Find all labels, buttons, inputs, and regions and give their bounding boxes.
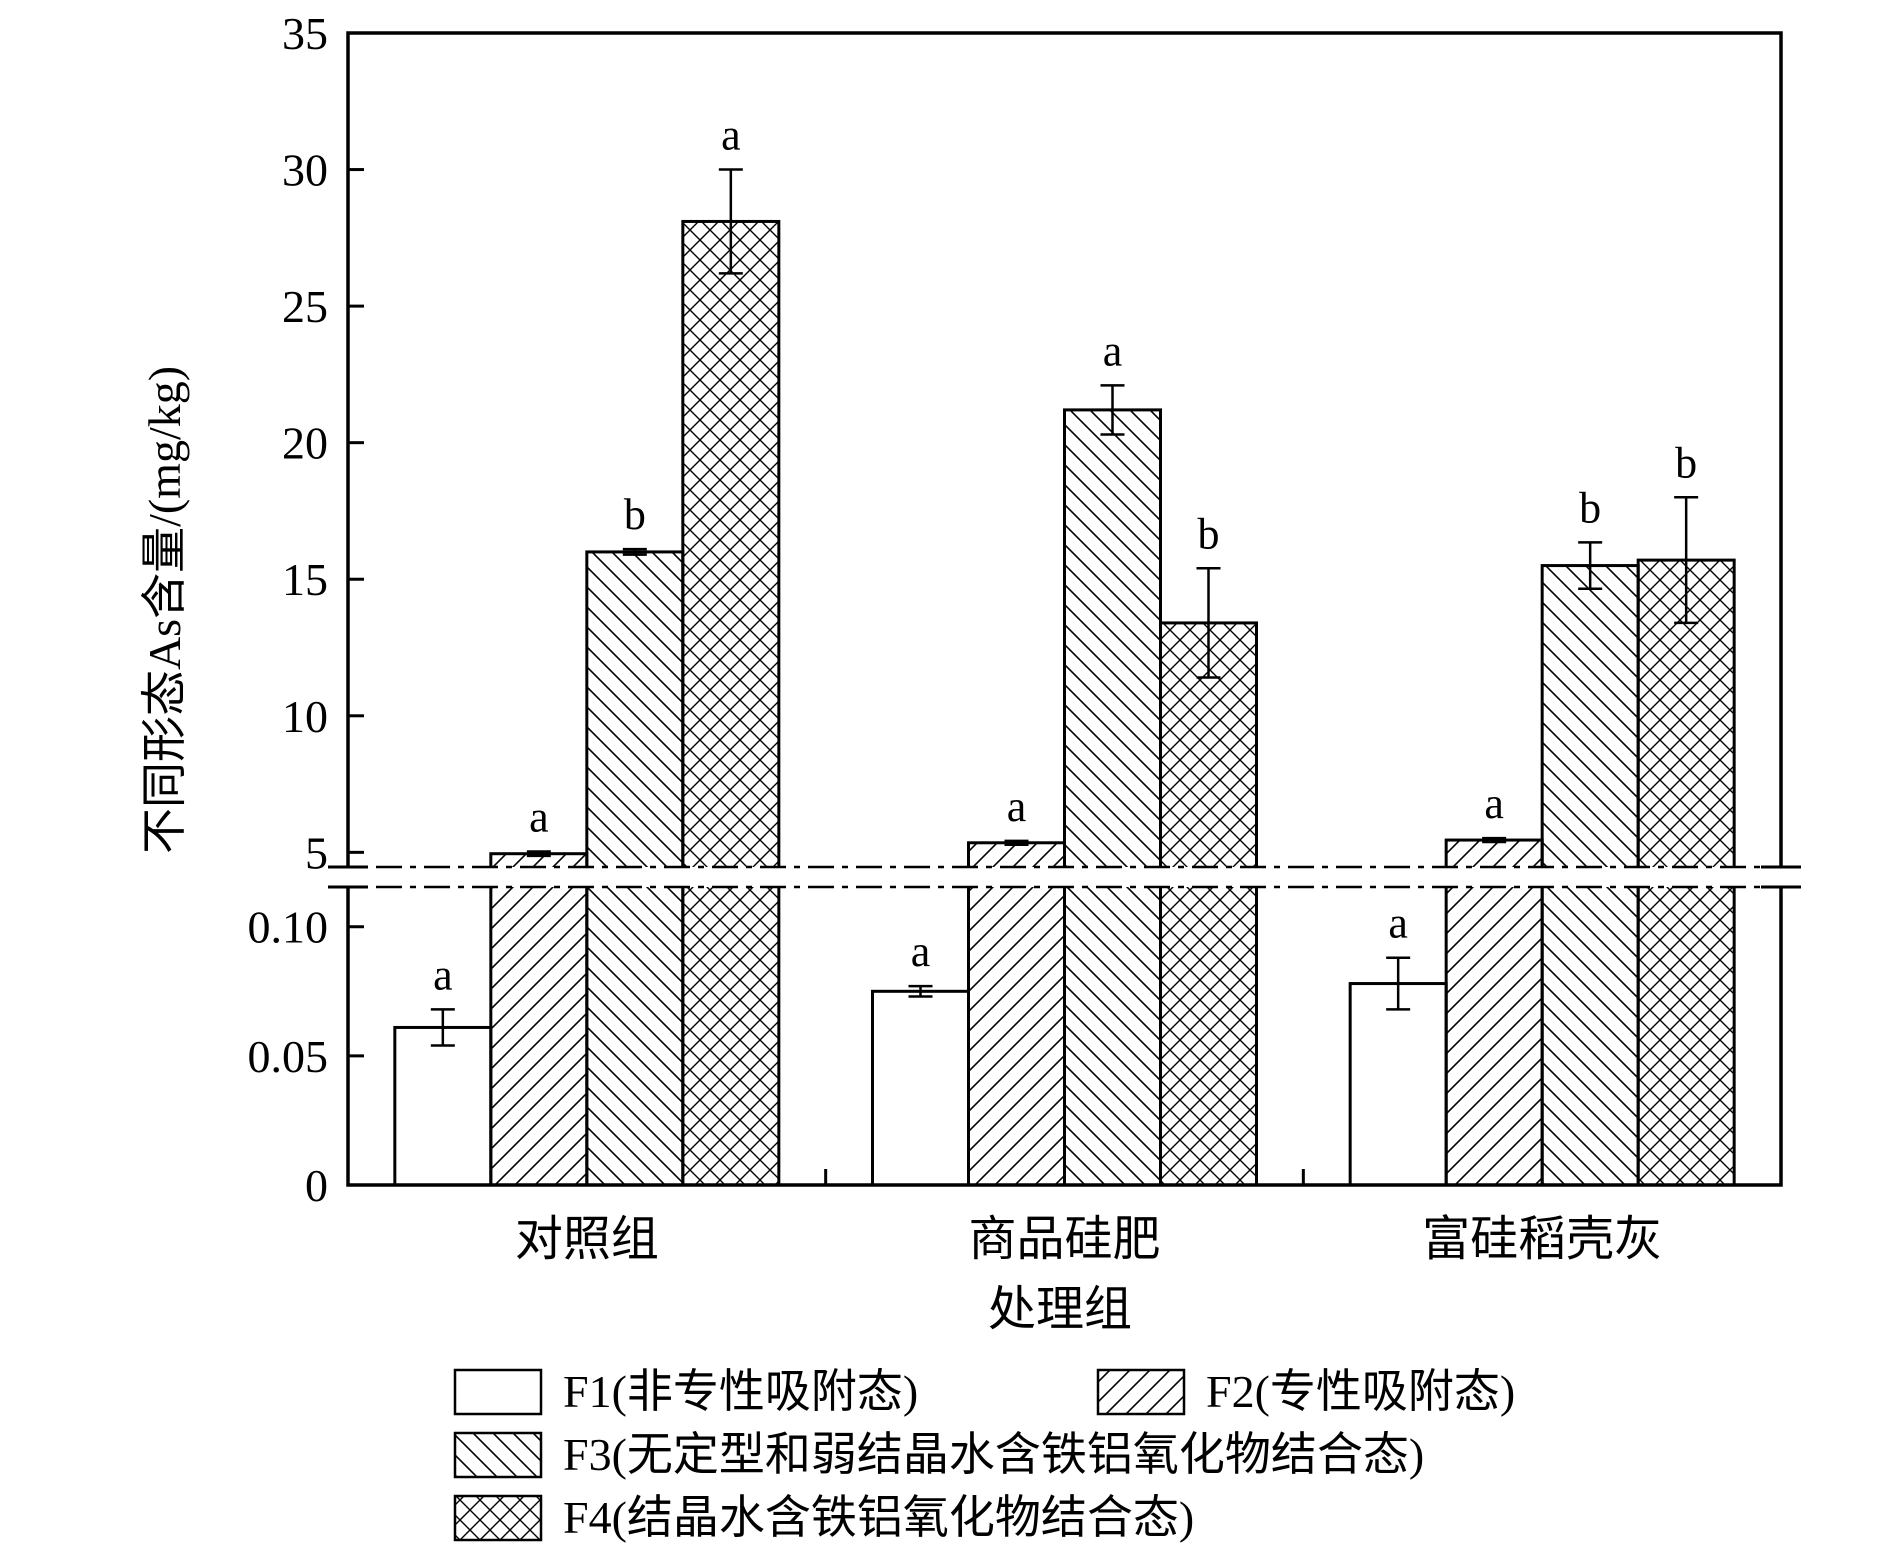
significance-letter: b	[1675, 438, 1697, 487]
bar	[1159, 621, 1258, 1187]
significance-letter: a	[1103, 326, 1123, 375]
legend-swatch	[453, 1494, 543, 1542]
significance-letter: a	[721, 111, 741, 160]
y-tick-label: 0.05	[248, 1031, 329, 1082]
bar	[1063, 408, 1162, 1187]
legend-label: F3(无定型和弱结晶水含铁铝氧化物结合态)	[563, 1429, 1424, 1480]
x-tick-label: 商品硅肥	[968, 1213, 1160, 1266]
significance-letter: a	[1484, 779, 1504, 828]
bar	[1444, 838, 1544, 1187]
y-tick-label: 35	[282, 8, 328, 59]
axes-layer: 0 0.05 0.10 5 10 15 20 25 30 35 对照组 商品硅肥 富硅稻壳灰	[248, 8, 1783, 1266]
significance-letter: a	[529, 793, 549, 842]
legend-swatch	[453, 1431, 543, 1479]
legend-swatch	[1096, 1368, 1186, 1416]
y-tick-label: 5	[305, 827, 328, 878]
legend-swatch	[453, 1368, 543, 1416]
bar	[489, 852, 589, 1187]
plot-frame	[346, 31, 1783, 1187]
legend: F1(非专性吸附态) F2(专性吸附态) F3(无定型和弱结晶水含铁铝氧化物结合态)…	[453, 1366, 1515, 1543]
break-gap	[328, 867, 1801, 887]
bars-layer: a a a a a a b a b a b b	[393, 111, 1736, 1187]
significance-letter: b	[1198, 509, 1220, 558]
legend-label: F1(非专性吸附态)	[563, 1366, 918, 1417]
y-axis-label: 不同形态As含量/(mg/kg)	[139, 366, 190, 854]
y-tick-label: 0	[305, 1160, 328, 1211]
y-tick-label: 15	[282, 554, 328, 605]
y-tick-label: 10	[282, 691, 328, 742]
legend-label: F2(专性吸附态)	[1206, 1366, 1515, 1417]
significance-letter: b	[1579, 483, 1601, 532]
labels-layer: 不同形态As含量/(mg/kg) 处理组	[139, 366, 1132, 1336]
y-tick-label: 0.10	[248, 902, 329, 953]
bar	[871, 989, 970, 1187]
significance-letter: a	[1388, 899, 1408, 948]
x-axis-label: 处理组	[988, 1283, 1132, 1336]
significance-letter: a	[1007, 782, 1027, 831]
legend-label: F4(结晶水含铁铝氧化物结合态)	[563, 1492, 1194, 1543]
y-tick-label: 20	[282, 418, 328, 469]
significance-letter: b	[624, 490, 646, 539]
bar	[1348, 982, 1448, 1187]
axis-break	[328, 865, 1801, 889]
x-tick-label: 对照组	[515, 1213, 659, 1266]
bar	[393, 1025, 493, 1187]
bar	[967, 841, 1066, 1187]
y-tick-label: 30	[282, 145, 328, 196]
significance-letter: a	[433, 950, 453, 999]
x-tick-label: 富硅稻壳灰	[1422, 1213, 1662, 1266]
significance-letter: a	[911, 927, 931, 976]
bar	[681, 219, 781, 1187]
y-tick-label: 25	[282, 281, 328, 332]
